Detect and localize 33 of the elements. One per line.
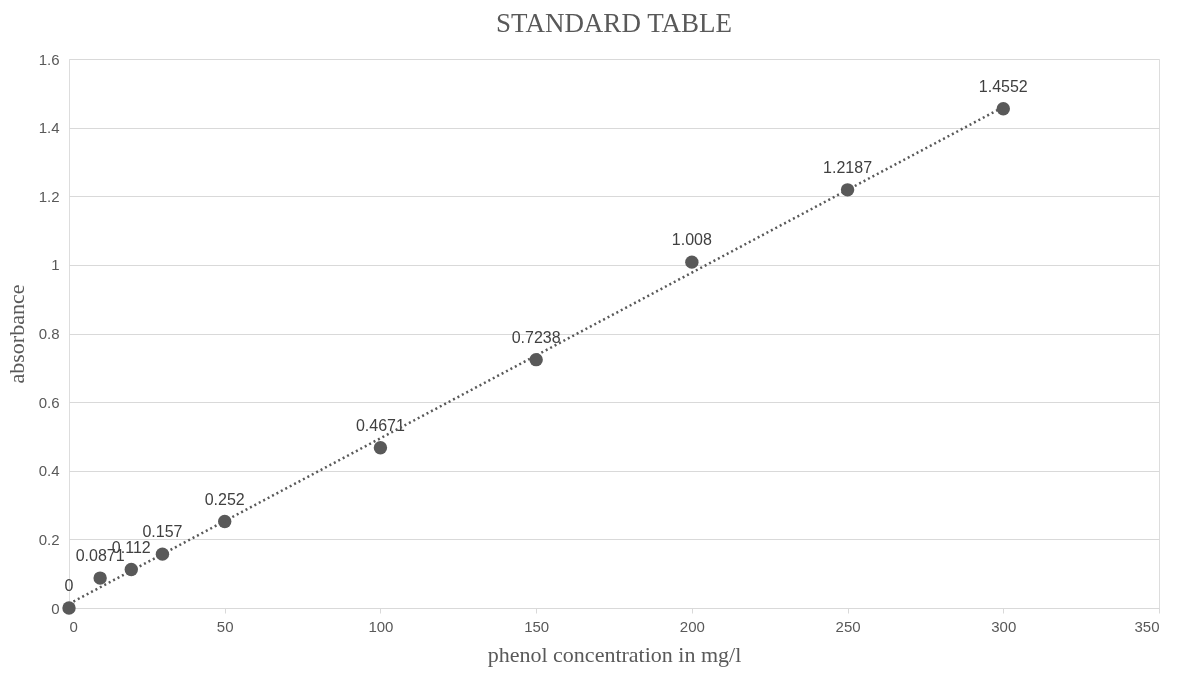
- data-label: 1.4552: [978, 77, 1028, 95]
- data-label: 1.008: [671, 231, 712, 249]
- y-tick-label: 1.2: [38, 187, 60, 205]
- data-label: 0.252: [204, 490, 245, 508]
- y-tick-label: 0.6: [38, 393, 60, 411]
- point: [685, 255, 699, 269]
- y-tick-label: 0: [51, 599, 60, 617]
- x-tick-label: 150: [524, 617, 550, 635]
- data-label: 1.2187: [823, 158, 873, 176]
- point: [373, 441, 388, 455]
- point: [93, 571, 107, 585]
- y-tick-label: 1.6: [38, 50, 60, 68]
- data-label: 0.7238: [511, 328, 561, 346]
- x-tick-label: 100: [368, 617, 394, 635]
- x-axis-title: phenol concentration in mg/l: [487, 641, 742, 667]
- y-tick-label: 1: [51, 256, 60, 274]
- x-tick-label: 0: [69, 617, 78, 635]
- x-tick-label: 300: [991, 617, 1017, 635]
- y-tick-label: 0.2: [38, 530, 60, 548]
- data-label: 0.157: [142, 523, 183, 541]
- point: [996, 101, 1010, 116]
- y-tick-label: 0.4: [38, 462, 60, 480]
- y-tick-label: 1.4: [38, 119, 60, 137]
- x-tick-label: 250: [835, 617, 861, 635]
- chart-title: STANDARD TABLE: [496, 8, 732, 38]
- x-tick-label: 50: [216, 617, 234, 635]
- data-label: 0.4671: [355, 416, 405, 434]
- point: [62, 601, 76, 615]
- x-tick-label: 350: [1134, 617, 1160, 635]
- data-label: 0: [64, 577, 74, 594]
- y-axis-title: absorbance: [3, 284, 29, 384]
- y-tick-label: 0.8: [38, 325, 60, 342]
- x-tick-label: 200: [679, 617, 705, 635]
